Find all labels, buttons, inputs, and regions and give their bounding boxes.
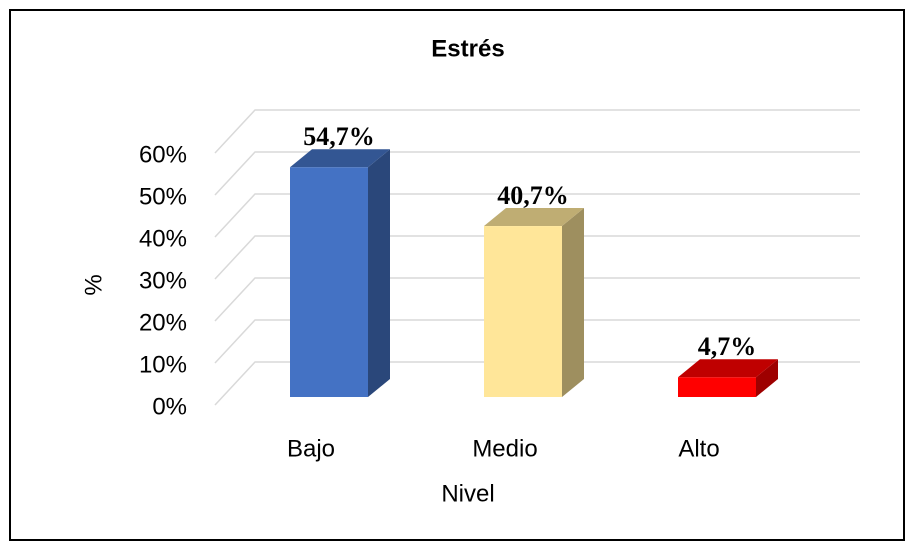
y-tick-label: 60% <box>139 141 187 168</box>
bar-top <box>484 208 584 227</box>
bar <box>290 167 368 397</box>
x-tick-label: Bajo <box>287 435 335 462</box>
y-tick-label: 10% <box>139 351 187 378</box>
data-label: 54,7% <box>303 122 375 151</box>
grid-line <box>214 361 860 406</box>
bar <box>678 377 756 397</box>
grid-line <box>214 109 860 154</box>
grid-line <box>214 277 860 322</box>
bar-top <box>678 359 778 378</box>
bar-side <box>756 359 778 397</box>
x-tick-label: Medio <box>472 435 537 462</box>
bar <box>484 226 562 397</box>
grid-line <box>214 151 860 196</box>
grid-line <box>214 319 860 364</box>
y-axis-label: % <box>80 274 107 295</box>
bar-side <box>368 149 390 397</box>
y-tick-label: 40% <box>139 225 187 252</box>
bar-side <box>562 208 584 397</box>
grid-line <box>214 193 860 238</box>
y-tick-label: 30% <box>139 267 187 294</box>
y-tick-label: 50% <box>139 183 187 210</box>
y-tick-label: 20% <box>139 309 187 336</box>
grid-line <box>214 235 860 280</box>
x-axis-label: Nivel <box>441 480 494 507</box>
chart-title: Estrés <box>431 35 504 62</box>
data-label: 40,7% <box>497 181 569 210</box>
data-label: 4,7% <box>698 332 757 361</box>
x-tick-label: Alto <box>678 435 719 462</box>
y-tick-label: 0% <box>152 393 187 420</box>
bar-top <box>290 149 390 168</box>
chart-border <box>9 9 905 541</box>
